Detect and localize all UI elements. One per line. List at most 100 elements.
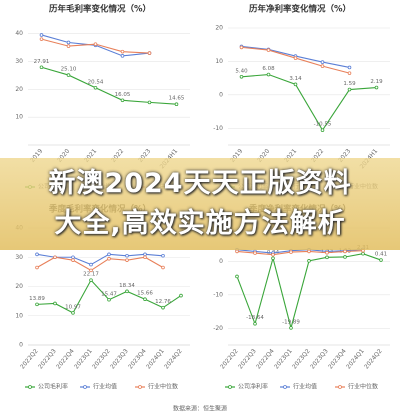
x-tick-label: 2024Q2 [363, 348, 384, 371]
data-point [35, 252, 39, 257]
x-tick-label: 2023Q4 [327, 348, 348, 371]
chart-title: 历年净利率变化情况（%） [249, 4, 351, 15]
y-tick-label: 10 [215, 58, 223, 65]
x-tick-label: 2023Q3 [309, 348, 330, 371]
data-point [239, 45, 244, 50]
data-point [325, 250, 329, 255]
data-point [325, 255, 329, 260]
data-point [120, 54, 125, 58]
data-point [174, 102, 179, 106]
data-point [361, 251, 365, 256]
data-point [53, 255, 57, 260]
data-label: 15.66 [137, 291, 153, 297]
legend-label: 行业均值 [93, 383, 117, 391]
legend-marker [283, 385, 287, 389]
data-point [266, 72, 271, 77]
y-tick-label: -20 [213, 325, 223, 332]
x-tick-label: 2022Q2 [219, 348, 240, 371]
series-line [36, 256, 164, 272]
y-tick-label: 20 [15, 283, 23, 290]
data-point [147, 51, 152, 55]
banner: 新澳2024天天正版资料 大全,高效实施方法解析 [0, 158, 400, 250]
data-label: 12.76 [155, 299, 171, 305]
banner-line: 大全,高效实施方法解析 [54, 208, 346, 239]
data-point [307, 259, 311, 263]
data-point [293, 56, 298, 60]
legend-label: 公司净利率 [238, 383, 268, 391]
legend-marker [338, 385, 342, 389]
y-tick-label: 30 [15, 58, 23, 65]
data-point [89, 278, 93, 282]
data-point [347, 71, 352, 75]
data-point [289, 250, 293, 254]
data-point [125, 258, 129, 262]
x-tick-label: 2022Q4 [255, 348, 276, 371]
data-label: 14.65 [169, 96, 185, 102]
x-tick-label: 2022Q4 [55, 348, 76, 371]
data-point [107, 256, 111, 261]
data-point [179, 293, 183, 298]
data-label: 6.08 [262, 66, 275, 72]
legend-label: 公司毛利率 [38, 383, 68, 391]
data-label: 25.10 [61, 67, 77, 73]
data-label: -10.55 [314, 122, 332, 128]
x-tick-label: 2023Q1 [273, 348, 294, 371]
y-tick-label: -10 [213, 125, 223, 132]
data-label: 20.54 [88, 79, 104, 85]
data-point [253, 251, 257, 255]
x-tick-label: 2022Q3 [237, 348, 258, 371]
data-point [89, 268, 93, 273]
x-tick-label: 2024Q1 [345, 348, 366, 371]
y-tick-label: 20 [15, 86, 23, 93]
series-line [41, 66, 177, 105]
series-line [236, 250, 364, 256]
data-point [161, 253, 165, 258]
data-point [93, 85, 98, 90]
y-tick-label: 20 [215, 25, 223, 32]
data-point [379, 258, 383, 262]
data-label: 0.41 [375, 252, 387, 258]
data-point [271, 256, 275, 261]
data-point [374, 85, 379, 90]
data-point [143, 252, 147, 257]
x-tick-label: 2023Q2 [91, 348, 112, 371]
legend-label: 行业中位数 [148, 383, 178, 391]
data-point [125, 289, 129, 294]
data-point [239, 75, 244, 79]
data-label: 22.17 [83, 272, 99, 278]
legend-marker [83, 385, 87, 389]
data-point [271, 252, 275, 257]
data-point [320, 60, 325, 64]
data-point [347, 87, 352, 92]
data-point [161, 265, 165, 270]
x-tick-label: 2024Q1 [145, 348, 166, 371]
data-point [143, 297, 147, 301]
y-tick-label: -10 [213, 291, 223, 298]
data-point [307, 249, 311, 254]
data-point [66, 44, 71, 48]
y-tick-label: 40 [15, 30, 23, 37]
data-point [343, 249, 347, 254]
data-point [107, 252, 111, 257]
legend-label: 行业中位数 [348, 383, 378, 391]
legend-marker [228, 385, 232, 389]
data-label: 1.59 [343, 81, 356, 87]
data-point [39, 65, 44, 70]
data-label: 27.91 [34, 59, 50, 65]
chart-title: 历年毛利率变化情况（%） [49, 4, 151, 15]
data-point [143, 255, 147, 260]
data-point [66, 40, 71, 45]
data-label: 2.19 [370, 79, 383, 85]
data-label: -19.89 [282, 319, 300, 325]
data-point [89, 262, 93, 267]
data-point [71, 311, 75, 315]
data-point [235, 249, 239, 254]
data-point [66, 73, 71, 77]
series-line [236, 248, 364, 254]
y-tick-label: 30 [15, 254, 23, 261]
data-point [320, 64, 325, 68]
x-tick-label: 2022Q3 [37, 348, 58, 371]
x-tick-label: 2023Q4 [127, 348, 148, 371]
data-point [347, 65, 352, 70]
